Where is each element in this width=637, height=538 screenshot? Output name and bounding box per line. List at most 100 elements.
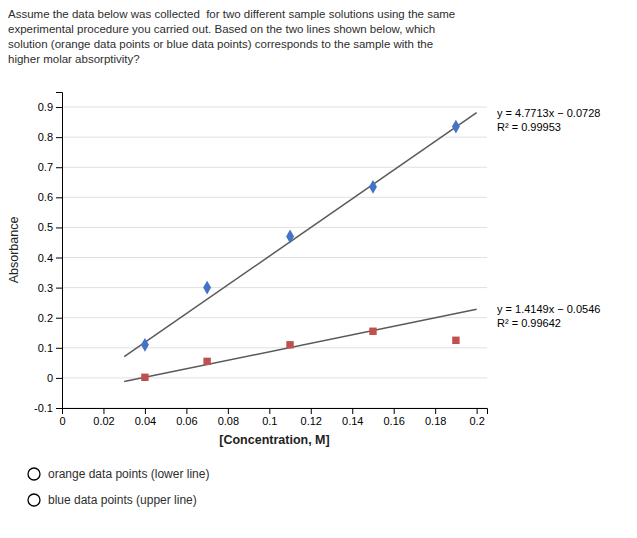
tick: 0.08 [218,408,239,427]
tick-mark [56,288,62,289]
tick-label: 0.2 [469,415,484,427]
tick-label: 0.6 [38,191,53,203]
grid-line [62,137,487,138]
x-axis: 0 0.02 0.04 0.06 0.08 0.1 0.12 0.14 0.16 0.18 0.2 [59,408,487,427]
tick: 0.5 [38,221,62,233]
tick-label: 0.5 [38,221,53,233]
tick: 0.3 [38,282,62,294]
tick-mark [394,408,395,414]
grid [62,107,487,408]
tick: -0.1 [34,402,62,414]
tick-mark [103,408,104,414]
plot: 00.020.040.060.080.10.120.140.160.180.2-… [7,93,600,448]
point [141,338,149,352]
tick: 0.6 [38,191,62,203]
tick-mark [435,408,436,414]
tick-label: 0.1 [38,342,53,354]
option-circle [28,468,40,480]
x-axis-title: [Concentration, M] [219,433,329,447]
tick-label: 0.08 [218,415,239,427]
tick: 0.1 [262,408,277,427]
point [286,230,294,244]
tick-label: 0.9 [38,101,53,113]
tick-mark [228,408,229,414]
tick: 0.18 [425,408,446,427]
equation: R² = 0.99642 [497,317,561,329]
y-axis-title: Absorbance [7,217,21,284]
tick-label: 0.04 [135,415,156,427]
grid-line [62,377,487,378]
tick-label: 0.1 [262,415,277,427]
point [141,374,148,381]
tick-mark [477,408,478,414]
tick: 0.2 [38,312,62,324]
tick-label: 0.14 [342,415,363,427]
tick-label: -0.1 [34,402,53,414]
options: orange data points (lower line) blue data… [28,467,209,507]
tick-mark [56,378,62,379]
tick-label: 0.7 [38,161,53,173]
tick-mark [352,408,353,414]
grid-line [62,227,487,228]
tick: 0.4 [38,252,62,264]
grid-line [62,167,487,168]
axis-line [63,409,488,415]
tick: 0.12 [301,408,322,427]
marks [124,113,476,382]
title: Assume the data below was collected for … [8,8,455,65]
tick-mark [56,137,62,138]
title-line: experimental procedure you carried out. … [8,23,435,35]
tick-label: 0.3 [38,282,53,294]
equation: y = 4.7713x − 0.0728 [497,107,600,119]
tick: 0.04 [135,408,156,427]
axis-line [56,93,63,409]
tick-label: 0 [47,372,53,384]
grid-line [62,347,487,348]
tick-mark [56,167,62,168]
tick: 0.8 [38,131,62,143]
tick: 0.2 [469,408,484,427]
point [452,337,459,344]
option-label: blue data points (upper line) [48,493,197,507]
point [369,180,377,194]
tick-label: 0.02 [93,415,114,427]
tick-label: 0.8 [38,131,53,143]
point [286,341,293,348]
title-line: solution (orange data points or blue dat… [8,38,433,50]
grid-line [62,107,487,108]
tick-mark [56,197,62,198]
tick-label: 0.2 [38,312,53,324]
tick: 0.7 [38,161,62,173]
tick-label: 0 [59,415,65,427]
tick-mark [56,258,62,259]
tick: 0.06 [176,408,197,427]
tick-mark [145,408,146,414]
equation: R² = 0.99953 [497,121,561,133]
tick-mark [56,318,62,319]
tick-label: 0.18 [425,415,446,427]
tick: 0 [59,408,65,427]
y-axis: -0.1 0 0.1 0.2 0.3 0.4 0.5 0.6 0.7 0.8 0.9 [34,93,62,415]
option-label: orange data points (lower line) [48,467,209,481]
tick-mark [56,107,62,108]
tick-label: 0.06 [176,415,197,427]
tick: 0.9 [38,101,62,113]
grid-line [62,317,487,318]
title-line: Assume the data below was collected for … [8,8,455,20]
point [203,281,211,295]
tick: 0.16 [383,408,404,427]
tick-label: 0.12 [301,415,322,427]
chart: Assume the data below was collected for … [0,0,637,538]
tick-mark [56,348,62,349]
title-line: higher molar absorptivity? [8,53,140,65]
tick: 0.1 [38,342,62,354]
grid-line [62,287,487,288]
point [203,358,210,365]
tick-label: 0.4 [38,252,53,264]
tick: 0.02 [93,408,114,427]
tick: 0 [47,372,62,384]
tick-mark [186,408,187,414]
point [369,328,376,335]
grid-line [62,197,487,198]
tick-mark [56,408,62,409]
